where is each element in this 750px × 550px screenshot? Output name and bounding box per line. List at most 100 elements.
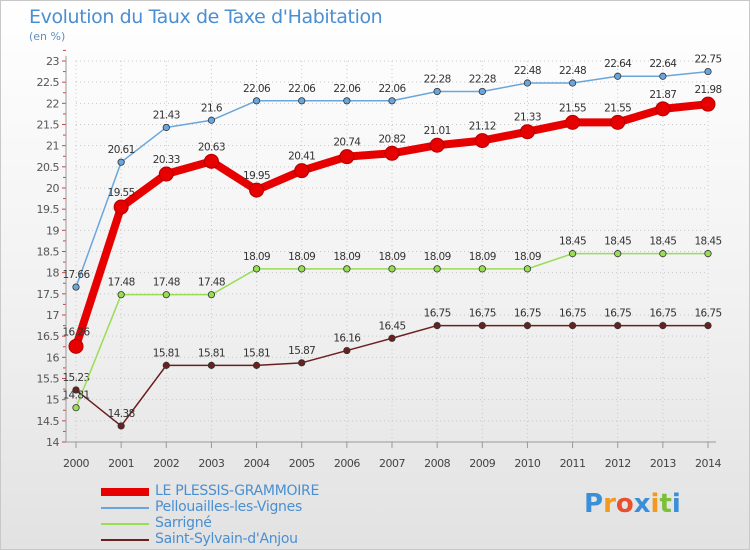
data-label-0: 19.55 [108, 187, 135, 199]
y-tick-label: 18 [46, 267, 59, 280]
data-point-0 [655, 101, 671, 117]
x-tick-label: 2003 [198, 457, 224, 470]
legend-swatch [101, 523, 149, 525]
x-tick-label: 2013 [650, 457, 676, 470]
data-label-2: 18.45 [649, 236, 676, 248]
data-point-3 [388, 334, 396, 342]
x-tick-label: 2000 [63, 457, 89, 470]
data-point-3 [568, 321, 577, 330]
data-point-3 [433, 321, 441, 330]
data-label-0: 16.26 [62, 326, 90, 338]
data-label-3: 15.81 [153, 347, 180, 359]
data-label-2: 18.09 [424, 251, 451, 263]
data-label-0: 20.41 [288, 151, 315, 163]
data-label-2: 18.09 [288, 251, 315, 263]
data-label-1: 22.75 [694, 54, 721, 66]
data-label-1: 21.6 [201, 102, 223, 114]
data-point-1 [252, 97, 261, 105]
data-point-3 [298, 359, 306, 367]
data-label-0: 21.33 [514, 112, 541, 124]
data-point-0 [700, 96, 716, 112]
data-label-0: 21.01 [424, 125, 451, 137]
data-point-2 [433, 265, 441, 273]
chart-title: Evolution du Taux de Taxe d'Habitation [29, 6, 383, 28]
data-label-1: 22.48 [514, 65, 541, 77]
legend-label: Pellouailles-les-Vignes [155, 499, 302, 515]
data-point-0 [203, 153, 219, 169]
y-tick-label: 19.5 [37, 203, 60, 216]
data-point-0 [158, 166, 174, 182]
y-tick-label: 16 [46, 351, 59, 364]
data-label-3: 16.75 [694, 308, 721, 320]
data-label-1: 22.28 [469, 73, 496, 85]
data-label-2: 18.45 [604, 236, 631, 248]
data-label-2: 18.09 [469, 251, 496, 263]
data-point-0 [339, 149, 355, 165]
data-point-2 [523, 265, 532, 273]
data-point-2 [568, 250, 577, 258]
y-tick-label: 22.5 [37, 76, 60, 89]
data-label-0: 21.87 [649, 89, 676, 101]
data-label-3: 16.75 [424, 308, 451, 320]
data-point-2 [659, 250, 667, 258]
data-label-3: 16.16 [333, 333, 361, 345]
y-tick-label: 23 [46, 55, 59, 68]
legend-label: Sarrigné [155, 515, 212, 531]
x-tick-label: 2004 [244, 457, 270, 470]
data-label-0: 20.82 [378, 133, 405, 145]
data-label-0: 21.12 [469, 121, 496, 133]
x-tick-label: 2012 [605, 457, 631, 470]
data-point-3 [117, 422, 125, 430]
x-tick-label: 2006 [334, 457, 360, 470]
x-tick-label: 2011 [560, 457, 586, 470]
y-tick-label: 16.5 [37, 330, 60, 343]
data-point-0 [429, 137, 445, 153]
data-label-3: 15.81 [243, 347, 270, 359]
data-point-2 [614, 250, 622, 258]
data-label-3: 16.75 [514, 308, 541, 320]
data-label-1: 21.43 [153, 109, 180, 121]
data-point-2 [162, 291, 170, 299]
x-tick-label: 2001 [108, 457, 134, 470]
data-label-3: 16.75 [604, 308, 631, 320]
data-label-1: 22.06 [243, 83, 271, 95]
data-label-2: 18.09 [333, 251, 360, 263]
data-label-1: 22.06 [333, 83, 361, 95]
y-tick-label: 21 [46, 140, 59, 153]
y-tick-label: 19 [46, 224, 59, 237]
logo-letter: o [615, 489, 634, 519]
data-point-1 [614, 72, 622, 80]
data-point-3 [659, 321, 667, 330]
data-point-3 [614, 321, 622, 330]
chart-subtitle: (en %) [29, 30, 66, 43]
data-point-1 [117, 158, 125, 166]
logo-letter: i [650, 489, 660, 519]
data-label-1: 22.06 [378, 83, 406, 95]
y-tick-label: 14.5 [37, 415, 60, 428]
data-label-0: 19.95 [243, 170, 270, 182]
data-label-2: 17.48 [198, 277, 225, 289]
data-label-3: 16.75 [559, 308, 586, 320]
data-label-2: 17.48 [108, 277, 135, 289]
x-tick-label: 2010 [514, 457, 540, 470]
data-point-1 [207, 116, 216, 124]
data-point-3 [704, 321, 712, 330]
y-tick-label: 18.5 [37, 246, 60, 259]
x-tick-label: 2009 [469, 457, 495, 470]
x-tick-label: 2005 [289, 457, 315, 470]
data-label-3: 16.75 [649, 308, 676, 320]
logo-letter: t [659, 489, 672, 519]
data-label-1: 22.28 [424, 73, 451, 85]
data-label-2: 18.45 [559, 236, 586, 248]
data-point-3 [207, 361, 216, 369]
data-point-2 [298, 265, 306, 273]
data-label-2: 14.81 [62, 390, 89, 402]
data-point-1 [388, 97, 396, 105]
x-tick-label: 2007 [379, 457, 405, 470]
data-point-1 [298, 97, 306, 105]
y-tick-label: 21.5 [37, 119, 60, 132]
data-label-2: 18.45 [694, 236, 721, 248]
data-point-0 [294, 163, 310, 179]
data-label-0: 20.63 [198, 141, 225, 153]
data-point-0 [565, 114, 581, 130]
